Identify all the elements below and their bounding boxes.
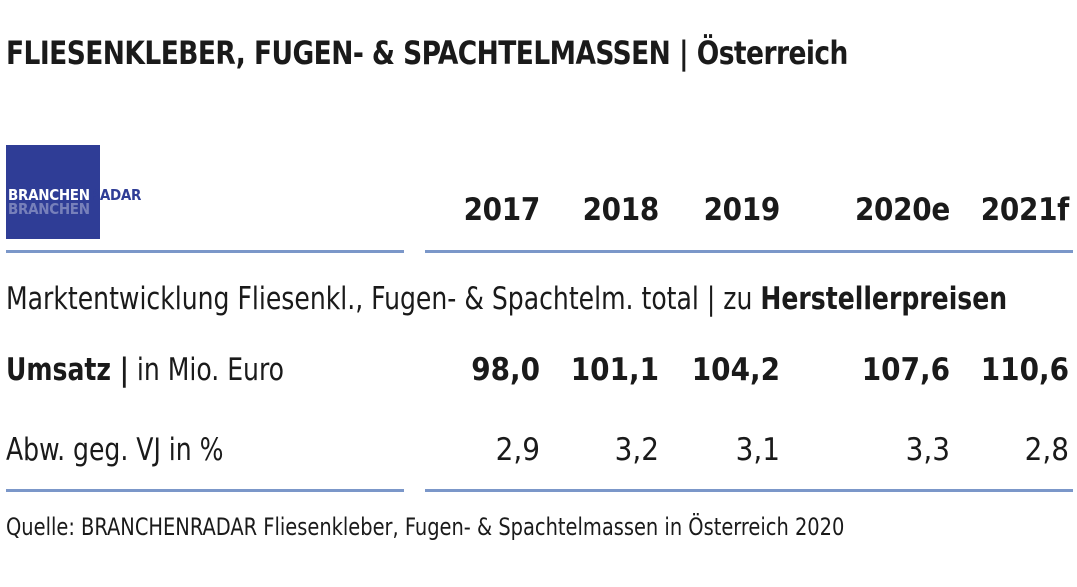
year-header-2018: 2018 [582, 192, 660, 228]
row-label-umsatz: Umsatz | in Mio. Euro [6, 352, 285, 388]
value-abw-2021f: 2,8 [1024, 432, 1069, 468]
value-umsatz-2018: 101,1 [570, 352, 659, 388]
value-abw-2017: 2,9 [495, 432, 540, 468]
year-header-2019: 2019 [703, 192, 781, 228]
row-label-abweichung: Abw. geg. VJ in % [6, 432, 224, 468]
year-header-2020e: 2020e [854, 192, 950, 228]
footer-rule-right [425, 489, 1073, 492]
value-umsatz-2017: 98,0 [471, 352, 540, 388]
year-header-2021f: 2021f [980, 192, 1070, 228]
value-abw-2018: 3,2 [614, 432, 659, 468]
logo-text: BRANCHENRADAR [8, 186, 142, 204]
section-label: Marktentwicklung Fliesenkl., Fugen- & Sp… [6, 281, 1008, 317]
value-umsatz-2020e: 107,6 [861, 352, 950, 388]
header-rule-left [6, 250, 404, 253]
source-note: Quelle: BRANCHENRADAR Fliesenkleber, Fug… [6, 513, 845, 541]
value-abw-2019: 3,1 [735, 432, 780, 468]
year-header-2017: 2017 [463, 192, 541, 228]
page-title: FLIESENKLEBER, FUGEN- & SPACHTELMASSEN |… [6, 34, 848, 72]
header-rule-right [425, 250, 1073, 253]
branchenradar-logo [6, 145, 100, 239]
value-umsatz-2019: 104,2 [691, 352, 780, 388]
footer-rule-left [6, 489, 404, 492]
value-umsatz-2021f: 110,6 [980, 352, 1069, 388]
logo-shadow-text: BRANCHEN [8, 200, 90, 218]
value-abw-2020e: 3,3 [905, 432, 950, 468]
